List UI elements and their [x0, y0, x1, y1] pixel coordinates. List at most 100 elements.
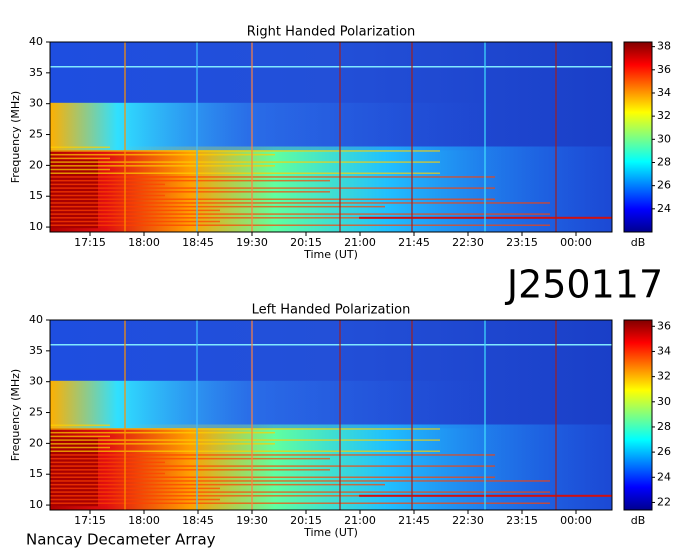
emission-streak	[50, 450, 440, 452]
y-tick-label: 40	[29, 313, 43, 326]
x-tick-label: 20:15	[290, 514, 322, 527]
emission-streak	[50, 443, 275, 445]
emission-streak	[50, 487, 220, 490]
y-tick-label: 15	[29, 189, 43, 202]
x-tick-label: 18:45	[182, 236, 214, 249]
x-tick-label: 18:00	[128, 514, 160, 527]
colorbar-tick-label: 34	[657, 86, 671, 99]
emission-streak	[50, 472, 165, 475]
emission-streak	[50, 483, 385, 486]
y-tick-label: 25	[29, 406, 43, 419]
colorbar-label: dB	[631, 236, 646, 249]
x-tick-label: 20:15	[290, 236, 322, 249]
emission-streak	[50, 213, 550, 215]
chart-title: Left Handed Polarization	[252, 303, 411, 318]
colorbar-tick-label: 24	[657, 470, 671, 483]
y-tick-label: 30	[29, 97, 43, 110]
x-tick-label: 22:30	[452, 236, 484, 249]
emission-core	[50, 159, 98, 229]
y-tick-label: 30	[29, 375, 43, 388]
emission-mid	[50, 102, 500, 151]
emission-streak	[50, 224, 550, 226]
y-tick-label: 35	[29, 344, 43, 357]
x-tick-label: 22:30	[452, 514, 484, 527]
emission-streak	[50, 476, 495, 478]
y-tick-label: 20	[29, 436, 43, 449]
emission-streak	[50, 495, 385, 497]
x-tick-label: 00:00	[560, 514, 592, 527]
emission-streak	[50, 194, 165, 197]
colorbar-tick-label: 38	[657, 40, 671, 53]
colorbar-tick-label: 28	[657, 155, 671, 168]
y-tick-label: 35	[29, 66, 43, 79]
colorbar-tick-label: 28	[657, 420, 671, 433]
spectrogram	[50, 42, 612, 232]
emission-streak	[50, 498, 220, 501]
x-tick-label: 21:45	[398, 236, 430, 249]
figure-label: J250117	[505, 263, 663, 307]
emission-streak	[50, 446, 110, 449]
colorbar-tick-label: 22	[657, 495, 671, 508]
colorbar	[623, 319, 653, 511]
x-tick-label: 18:45	[182, 514, 214, 527]
plot-frame	[49, 319, 613, 511]
emission-streak	[50, 146, 110, 148]
x-tick-label: 19:30	[236, 236, 268, 249]
x-axis-label: Time (UT)	[303, 248, 358, 261]
emission-streak	[50, 209, 220, 212]
emission-streak	[50, 205, 385, 208]
emission-streak	[50, 431, 275, 434]
emission-streak	[50, 217, 385, 219]
colorbar-tick-label: 32	[657, 109, 671, 122]
emission-streak	[50, 183, 165, 186]
emission-streak	[50, 172, 440, 174]
x-axis-label: Time (UT)	[303, 526, 358, 539]
emission-streak	[50, 428, 440, 430]
y-tick-label: 20	[29, 158, 43, 171]
colorbar-tick-label: 26	[657, 179, 671, 192]
emission-mid	[50, 380, 500, 429]
emission-streak	[50, 457, 330, 460]
x-tick-label: 00:00	[560, 236, 592, 249]
emission-streak	[50, 161, 440, 163]
y-tick-label: 10	[29, 498, 43, 511]
y-axis-label: Frequency (MHz)	[9, 91, 22, 183]
colorbar-tick-label: 32	[657, 370, 671, 383]
emission-streak	[50, 220, 220, 223]
colorbar-tick-label: 34	[657, 344, 671, 357]
colorbar-tick-label: 30	[657, 395, 671, 408]
emission-streak	[50, 454, 495, 456]
emission-streak	[50, 176, 495, 178]
x-tick-label: 21:00	[344, 514, 376, 527]
emission-streak	[50, 439, 440, 441]
x-tick-label: 18:00	[128, 236, 160, 249]
emission-low	[50, 146, 612, 232]
x-tick-label: 23:15	[506, 514, 538, 527]
x-tick-label: 21:45	[398, 514, 430, 527]
y-tick-label: 40	[29, 35, 43, 48]
emission-low	[50, 424, 612, 510]
x-tick-label: 17:15	[74, 236, 106, 249]
emission-streak	[50, 153, 275, 156]
plot-frame	[49, 41, 613, 233]
x-tick-label: 23:15	[506, 236, 538, 249]
emission-streak	[50, 157, 110, 160]
colorbar-tick-label: 36	[657, 319, 671, 332]
emission-streak	[50, 461, 165, 464]
emission-streak	[50, 465, 495, 467]
colorbar	[623, 41, 653, 233]
y-axis-label: Frequency (MHz)	[9, 369, 22, 461]
emission-streak	[50, 424, 110, 426]
emission-streak	[50, 150, 440, 152]
emission-streak	[50, 179, 330, 182]
spectrogram	[50, 320, 612, 510]
emission-streak	[50, 502, 550, 504]
x-tick-label: 21:00	[344, 236, 376, 249]
emission-streak	[50, 491, 550, 493]
x-tick-label: 17:15	[74, 514, 106, 527]
credit: Nancay Decameter Array	[26, 531, 216, 549]
colorbar-tick-label: 26	[657, 445, 671, 458]
chart-title: Right Handed Polarization	[247, 25, 416, 40]
colorbar-tick-label: 36	[657, 63, 671, 76]
colorbar-label: dB	[631, 514, 646, 527]
